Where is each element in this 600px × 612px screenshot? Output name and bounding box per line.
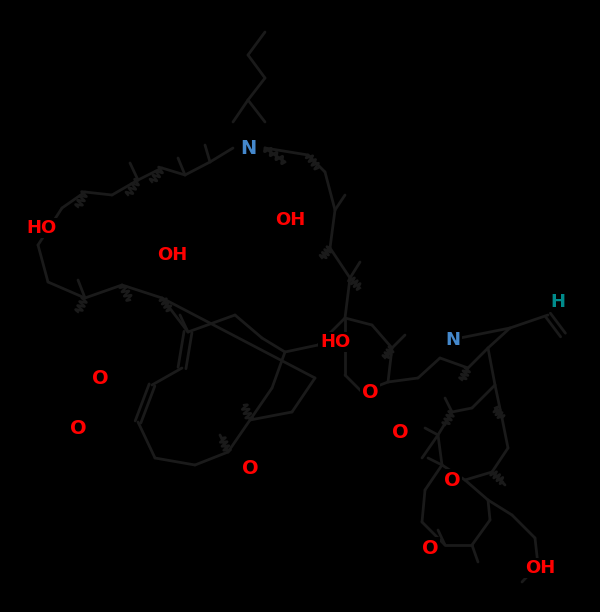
Text: O: O (242, 458, 259, 477)
Text: OH: OH (275, 211, 305, 229)
Text: O: O (422, 539, 439, 558)
Text: HO: HO (27, 219, 57, 237)
Text: O: O (443, 471, 460, 490)
Text: O: O (70, 419, 86, 438)
Text: N: N (240, 138, 256, 157)
Text: HO: HO (320, 333, 350, 351)
Text: N: N (445, 331, 461, 349)
Text: H: H (551, 293, 566, 311)
Text: O: O (392, 422, 409, 441)
Text: O: O (92, 368, 109, 387)
Text: OH: OH (157, 246, 187, 264)
Text: O: O (362, 382, 379, 401)
Text: OH: OH (525, 559, 555, 577)
